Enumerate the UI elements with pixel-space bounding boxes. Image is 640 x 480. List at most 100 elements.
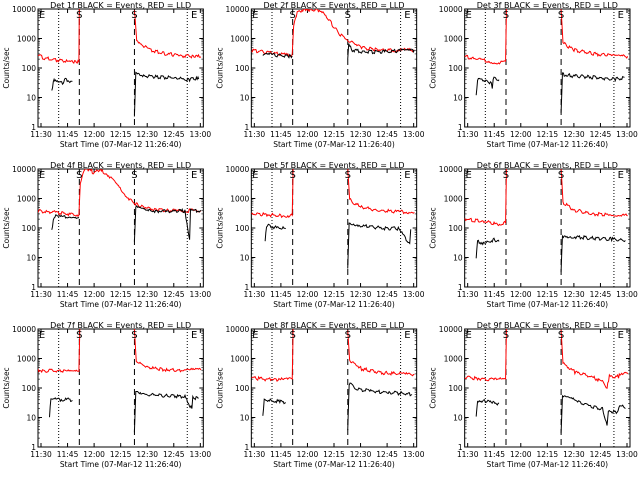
x-tick-label: 13:00 (190, 290, 212, 299)
x-tick-label: 11:45 (270, 450, 292, 459)
panel-title: Det 9f BLACK = Events, RED = LLD (477, 321, 618, 330)
y-tick-label: 1000 (444, 355, 463, 364)
y-axis-label: Counts/sec (2, 47, 11, 88)
lld-series-line (560, 9, 629, 59)
x-tick-label: 12:45 (163, 130, 185, 139)
event-marker-label: E (191, 10, 197, 21)
event-marker-label: S (76, 170, 82, 181)
y-tick-label: 1000 (17, 355, 36, 364)
event-marker-label: S (131, 170, 137, 181)
x-tick-label: 12:30 (563, 130, 585, 139)
y-tick-label: 1000 (444, 35, 463, 44)
event-marker-label: E (404, 170, 410, 181)
y-tick-label: 1000 (230, 195, 249, 204)
x-tick-label: 11:30 (244, 290, 266, 299)
x-tick-label: 12:00 (83, 130, 105, 139)
x-tick-label: 13:00 (403, 130, 425, 139)
x-tick-label: 11:45 (270, 290, 292, 299)
event-marker-label: E (252, 330, 258, 341)
panel-title: Det 8f BLACK = Events, RED = LLD (263, 321, 404, 330)
y-tick-label: 100 (22, 384, 37, 393)
x-tick-label: 12:30 (563, 450, 585, 459)
plot-frame (37, 8, 204, 128)
events-series-line (133, 391, 199, 433)
y-axis-label: Counts/sec (215, 207, 224, 248)
event-marker-label: S (345, 330, 351, 341)
events-series-line (49, 397, 73, 418)
y-tick-label: 10000 (12, 5, 36, 14)
x-tick-label: 12:30 (350, 290, 372, 299)
event-marker-label: E (618, 170, 624, 181)
y-tick-label: 100 (448, 64, 463, 73)
series-group (38, 9, 202, 117)
x-tick-label: 11:30 (244, 130, 266, 139)
event-marker-label: E (618, 10, 624, 21)
panel-9: Det 9f BLACK = Events, RED = LLD 1 10 100 10… (429, 321, 638, 469)
y-tick-label: 1000 (444, 195, 463, 204)
y-axis-label: Counts/sec (215, 367, 224, 408)
event-marker-label: S (558, 170, 564, 181)
event-marker-label: S (558, 10, 564, 21)
events-series-line (560, 234, 626, 273)
plot-frame (250, 8, 418, 128)
event-marker-label: S (76, 330, 82, 341)
events-series-line (347, 222, 412, 269)
x-tick-label: 12:45 (590, 130, 612, 139)
events-series-line (51, 214, 80, 230)
x-tick-label: 13:00 (190, 450, 212, 459)
panel-title: Det 5f BLACK = Events, RED = LLD (263, 161, 404, 170)
x-axis-label: Start Time (07-Mar-12 11:26:40) (273, 140, 395, 149)
x-tick-label: 12:00 (83, 450, 105, 459)
x-tick-label: 12:15 (537, 290, 559, 299)
lld-series-line (251, 329, 294, 382)
series-group (464, 169, 628, 273)
events-series-line (475, 399, 500, 417)
y-tick-label: 10000 (225, 325, 249, 334)
series-group (251, 169, 415, 269)
x-axis-label: Start Time (07-Mar-12 11:26:40) (487, 300, 609, 309)
event-marker-label: S (289, 170, 295, 181)
lld-series-line (133, 10, 202, 59)
y-tick-label: 1000 (17, 195, 36, 204)
y-axis-label: Counts/sec (429, 367, 438, 408)
y-axis-label: Counts/sec (215, 47, 224, 88)
x-tick-label: 11:45 (483, 130, 505, 139)
event-marker-label: E (252, 10, 258, 21)
x-tick-label: 12:00 (297, 130, 319, 139)
x-tick-label: 11:45 (483, 290, 505, 299)
y-tick-label: 1 (245, 123, 250, 132)
x-tick-label: 11:45 (57, 290, 79, 299)
lld-series-line (133, 329, 202, 373)
x-tick-label: 12:45 (376, 450, 398, 459)
y-tick-label: 1000 (230, 35, 249, 44)
x-tick-label: 12:00 (510, 290, 532, 299)
y-tick-label: 1 (458, 443, 463, 452)
panel-1: Det 1f BLACK = Events, RED = LLD 1 10 100 10… (2, 1, 211, 149)
panel-8: Det 8f BLACK = Events, RED = LLD 1 10 100 10… (215, 321, 424, 469)
x-tick-label: 11:30 (457, 290, 479, 299)
plot-frame (464, 8, 631, 128)
events-series-line (264, 223, 286, 242)
x-tick-label: 12:00 (83, 290, 105, 299)
y-tick-label: 10 (240, 94, 250, 103)
event-marker-label: E (404, 10, 410, 21)
x-tick-label: 12:00 (297, 450, 319, 459)
y-tick-label: 1 (31, 123, 36, 132)
y-tick-label: 10 (240, 254, 250, 263)
x-tick-label: 12:45 (376, 290, 398, 299)
y-tick-label: 100 (235, 384, 250, 393)
y-tick-label: 10000 (439, 5, 463, 14)
x-tick-label: 11:45 (57, 130, 79, 139)
event-marker-label: E (191, 330, 197, 341)
y-tick-label: 1 (458, 283, 463, 292)
series-group (251, 329, 415, 431)
y-tick-label: 1 (458, 123, 463, 132)
event-marker-label: E (39, 170, 45, 181)
x-tick-label: 12:30 (350, 450, 372, 459)
event-marker-label: S (131, 330, 137, 341)
y-tick-label: 1 (245, 443, 250, 452)
x-axis-label: Start Time (07-Mar-12 11:26:40) (487, 140, 609, 149)
plot-frame (37, 328, 204, 448)
lld-series-line (251, 9, 415, 58)
event-marker-label: E (252, 170, 258, 181)
